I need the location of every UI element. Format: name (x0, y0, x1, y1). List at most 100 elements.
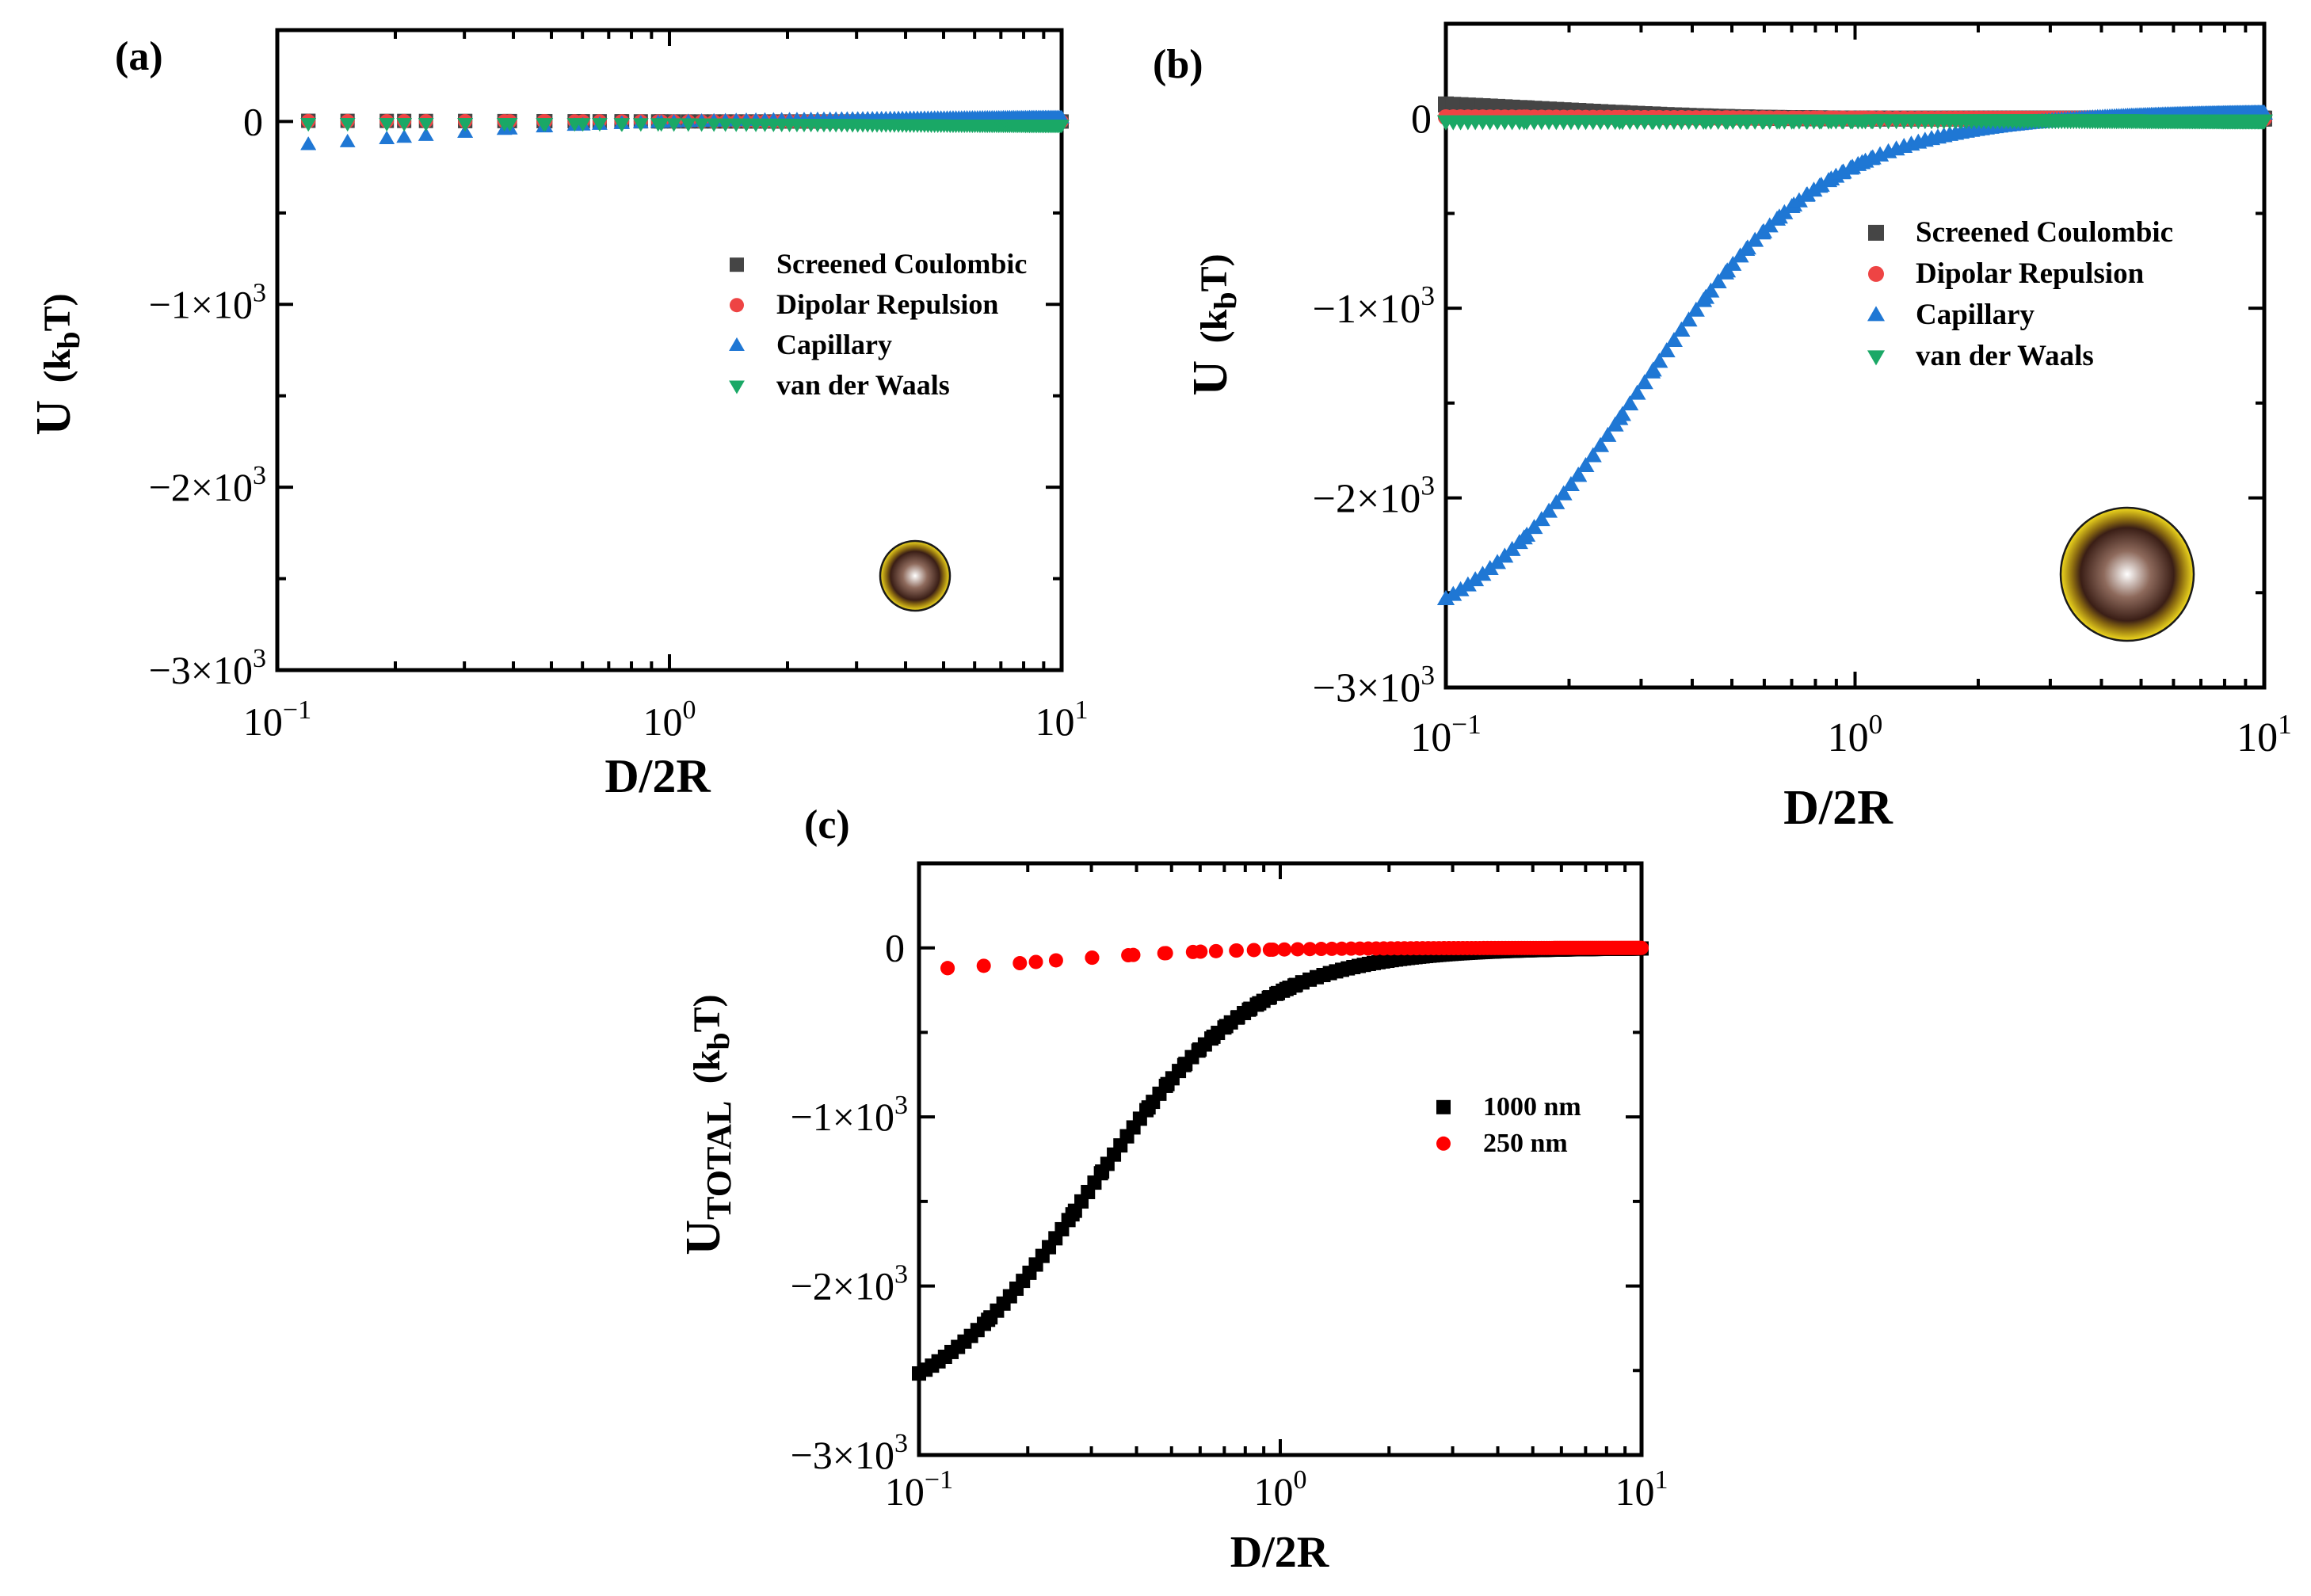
data-point (1834, 163, 1852, 179)
x-tick-label: 100 (1254, 1465, 1307, 1514)
data-point (653, 118, 669, 132)
legend-marker (1436, 1136, 1451, 1151)
panel-b-y-tick-labels: 0 −1×103 −2×103 −3×103 (1313, 97, 1435, 710)
legend-label: Capillary (1916, 299, 2035, 331)
data-point (717, 118, 734, 132)
y-tick-label: −3×103 (1313, 659, 1435, 711)
y-tick-label: −3×103 (149, 644, 266, 692)
panel-c-legend: 1000 nm 250 nm (1436, 1092, 1581, 1158)
panel-c-x-tick-labels: 10−1 100 101 (885, 1465, 1668, 1514)
data-point (2256, 114, 2273, 130)
data-point (1012, 956, 1028, 971)
legend-marker (730, 257, 744, 272)
panel-a-particle-icon (879, 539, 951, 612)
data-point (1665, 332, 1683, 347)
data-point (1518, 526, 1536, 542)
data-point (1525, 519, 1543, 535)
particle-shape (879, 539, 951, 612)
panel-b-legend: Screened Coulombic Dipolar Repulsion Capil… (1867, 216, 2173, 372)
data-point (1584, 447, 1602, 463)
legend-marker (1867, 350, 1885, 366)
data-point (1437, 590, 1455, 606)
data-point (1702, 282, 1720, 298)
data-point (1569, 467, 1588, 482)
x-tick-label: 10−1 (1410, 708, 1482, 760)
data-point (1028, 954, 1043, 969)
data-point (1085, 950, 1100, 966)
data-point (1054, 120, 1070, 134)
data-point (1459, 576, 1477, 592)
y-tick-label: −2×103 (1313, 469, 1435, 521)
panel-c-x-axis-label: D/2R (1230, 1528, 1329, 1577)
data-point (680, 118, 696, 132)
panel-b-label: (b) (1153, 42, 1203, 87)
data-point (1229, 943, 1244, 958)
panel-b-data (1437, 96, 2273, 606)
data-point (1540, 502, 1558, 518)
data-point (396, 129, 413, 143)
data-point (665, 118, 682, 132)
legend-label: Capillary (776, 329, 892, 360)
data-point (1599, 426, 1617, 442)
panel-a-x-tick-labels: 10−1 100 101 (243, 695, 1089, 744)
data-point (1554, 485, 1573, 501)
data-point (1158, 946, 1173, 961)
panel-a-y-tick-labels: 0 −1×103 −2×103 −3×103 (149, 99, 266, 692)
data-point (693, 118, 710, 132)
panel-c: (c) 0−1×103−2×103−3×103 10−1 100 101 D/2R … (677, 802, 1668, 1577)
legend-label: Dipolar Repulsion (776, 288, 998, 320)
data-point (1628, 384, 1646, 400)
data-point (706, 118, 723, 132)
y-tick-label: −1×103 (149, 278, 266, 326)
x-tick-label: 101 (1035, 695, 1089, 744)
data-point (339, 133, 356, 147)
data-point (300, 117, 317, 132)
data-point (418, 127, 434, 141)
data-point (379, 130, 395, 145)
panel-b-particle-icon (2059, 506, 2195, 642)
legend-marker (1868, 265, 1884, 282)
y-tick-label: 0 (885, 926, 905, 970)
data-point (339, 117, 356, 132)
data-point (1126, 947, 1141, 962)
data-point (1724, 255, 1742, 271)
data-point (1657, 342, 1676, 358)
data-point (1325, 941, 1340, 956)
legend-label: Dipolar Repulsion (1916, 257, 2145, 290)
legend-marker (1867, 306, 1885, 322)
y-tick-label: −2×103 (791, 1260, 908, 1308)
data-point (418, 118, 434, 132)
data-point (1451, 581, 1470, 596)
data-point (1634, 940, 1649, 955)
y-tick-label: −1×103 (791, 1091, 908, 1139)
data-point (1246, 943, 1261, 958)
legend-marker (729, 337, 745, 351)
data-point (1290, 942, 1305, 957)
data-point (457, 118, 474, 132)
x-tick-label: 10−1 (885, 1465, 953, 1514)
data-point (1738, 239, 1756, 255)
panel-c-data (912, 940, 1649, 1381)
data-point (1193, 944, 1208, 959)
data-point (1277, 942, 1292, 957)
x-tick-label: 100 (643, 695, 696, 744)
data-point (728, 118, 745, 132)
data-point (300, 136, 317, 150)
data-point (1650, 352, 1668, 368)
data-point (379, 118, 395, 132)
data-point (501, 118, 518, 132)
data-point (1644, 361, 1662, 377)
legend-label: Screened Coulombic (1916, 216, 2173, 249)
x-tick-label: 100 (1828, 708, 1883, 760)
y-tick-label: 0 (1411, 97, 1432, 142)
data-point (396, 118, 413, 132)
legend-label: 1000 nm (1483, 1092, 1581, 1122)
data-point (1672, 321, 1691, 337)
legend-marker (729, 380, 745, 394)
data-point (574, 118, 591, 132)
legend-marker (1436, 1099, 1451, 1114)
data-point (537, 118, 554, 132)
data-point (1592, 436, 1610, 452)
data-point (1314, 942, 1329, 957)
